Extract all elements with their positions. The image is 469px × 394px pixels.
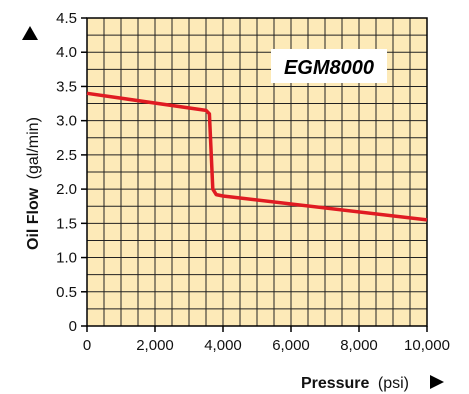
plot-border: [86, 17, 428, 327]
oil-flow-series-line: [86, 91, 428, 222]
y-axis-arrow-icon: [22, 26, 38, 40]
y-tick-label: 4.0: [56, 44, 77, 61]
grid-layer: [86, 17, 428, 327]
y-tick-label: 1.5: [56, 215, 77, 232]
model-label-box: [271, 49, 387, 83]
series-layer: [86, 91, 428, 222]
y-tick-label: 0: [69, 318, 77, 335]
x-tick-label: 10,000: [404, 337, 450, 354]
y-tick-label: 1.0: [56, 250, 77, 267]
y-axis-title-bold: Oil Flow: [25, 187, 42, 250]
x-tick-label: 2,000: [136, 337, 174, 354]
x-axis-title-unit: (psi): [378, 375, 409, 392]
y-tick-label: 3.5: [56, 78, 77, 95]
x-tick-label: 6,000: [272, 337, 310, 354]
x-axis-title: Pressure (psi): [301, 375, 409, 392]
x-tick-label: 8,000: [340, 337, 378, 354]
x-tick-label: 0: [83, 337, 91, 354]
x-tick-label: 4,000: [204, 337, 242, 354]
x-axis-arrow-icon: [430, 375, 444, 389]
model-label: EGM8000: [284, 57, 374, 79]
y-axis-title-unit: (gal/min): [25, 117, 42, 179]
x-axis-title-bold: Pressure: [301, 375, 370, 392]
y-axis-title: Oil Flow (gal/min): [25, 117, 42, 250]
y-tick-label: 0.5: [56, 284, 77, 301]
tick-labels: 0 0.5 1.0 1.5 2.0 2.5 3.0 3.5 4.0 4.5 0 2,000 4,000 6…: [56, 10, 450, 354]
y-tick-label: 4.5: [56, 10, 77, 27]
y-tick-label: 2.0: [56, 181, 77, 198]
y-tick-label: 2.5: [56, 147, 77, 164]
y-tick-label: 3.0: [56, 113, 77, 130]
